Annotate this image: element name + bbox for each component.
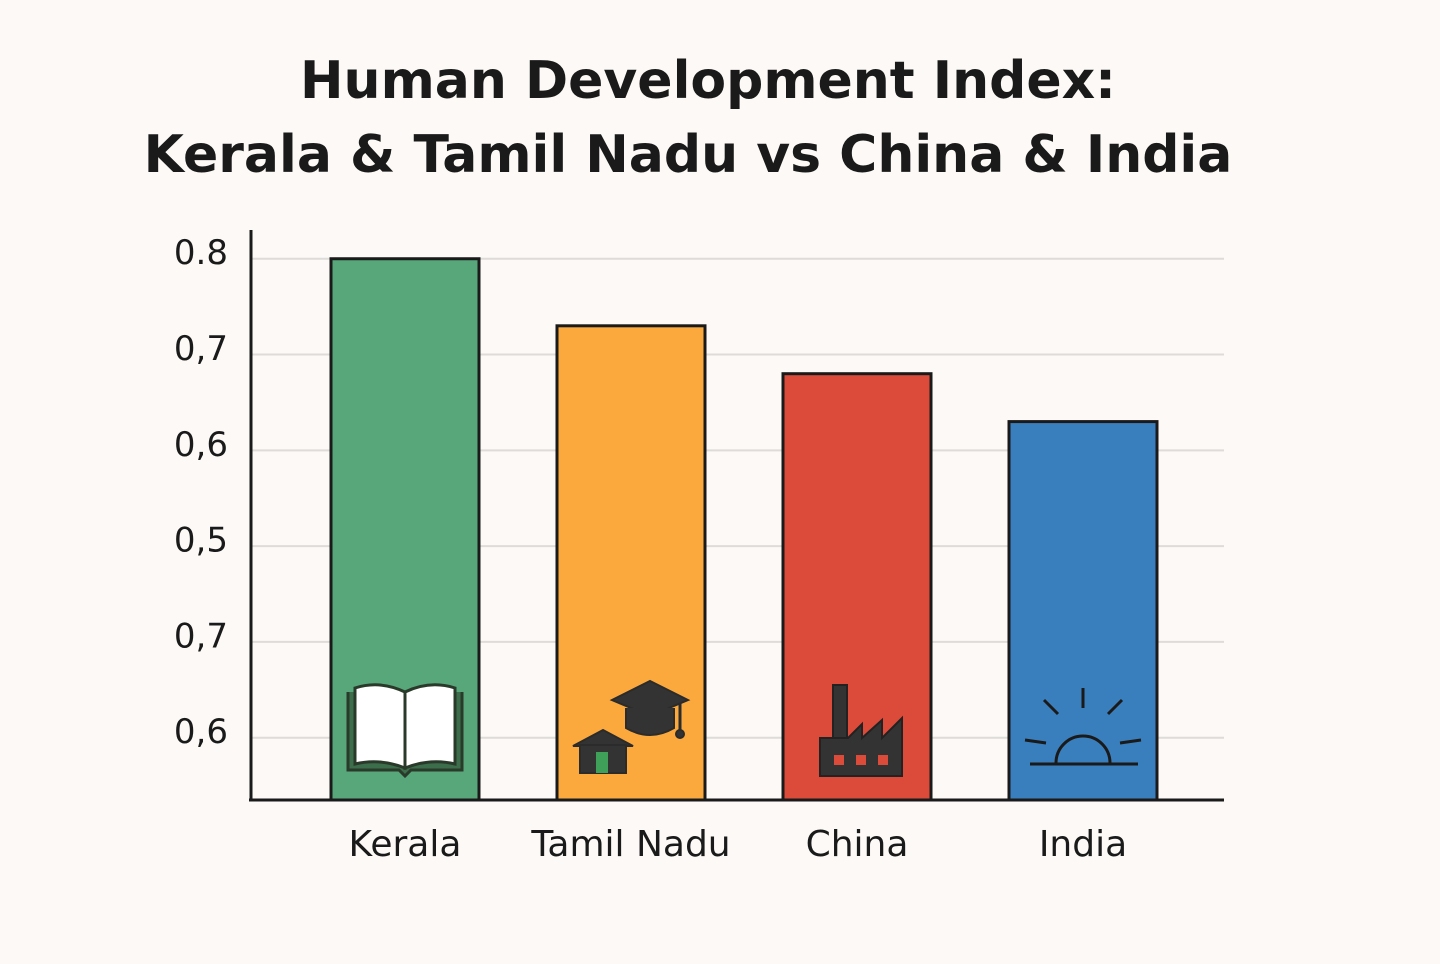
book-icon	[346, 683, 464, 779]
x-tick-label: Tamil Nadu	[530, 824, 730, 865]
chart-title: Human Development Index:	[300, 51, 1116, 111]
bar	[1007, 420, 1159, 802]
factory-icon	[819, 684, 903, 777]
y-tick-label: 0,6	[174, 712, 228, 752]
y-tick-label: 0,7	[174, 616, 228, 656]
y-tick-label: 0,5	[174, 521, 228, 561]
sun-icon	[1024, 688, 1142, 766]
education-icon	[572, 679, 691, 774]
x-tick-label: Kerala	[349, 824, 462, 865]
chart-subtitle: Kerala & Tamil Nadu vs China & India	[144, 125, 1233, 185]
x-tick-label: India	[1039, 824, 1127, 865]
y-tick-label: 0,7	[174, 329, 228, 369]
y-tick-label: 0.8	[174, 233, 228, 273]
x-tick-label: China	[806, 824, 909, 865]
y-tick-label: 0,6	[174, 425, 228, 465]
